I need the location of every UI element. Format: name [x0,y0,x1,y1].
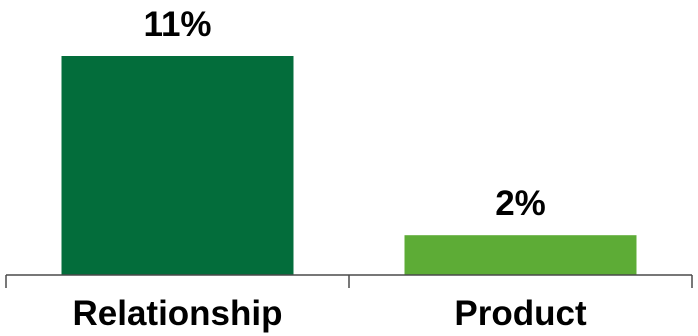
bar-product [404,235,637,275]
data-label-product: 2% [495,184,546,223]
x-tick-labels-group: Relationship Product [72,294,586,333]
x-tick-label-relationship: Relationship [72,294,282,333]
x-axis [5,274,693,288]
data-label-relationship: 11% [143,5,211,44]
bars-group [61,56,637,275]
x-tick-label-product: Product [454,294,587,333]
data-labels-group: 11% 2% [143,5,545,223]
bar-relationship [61,56,294,275]
